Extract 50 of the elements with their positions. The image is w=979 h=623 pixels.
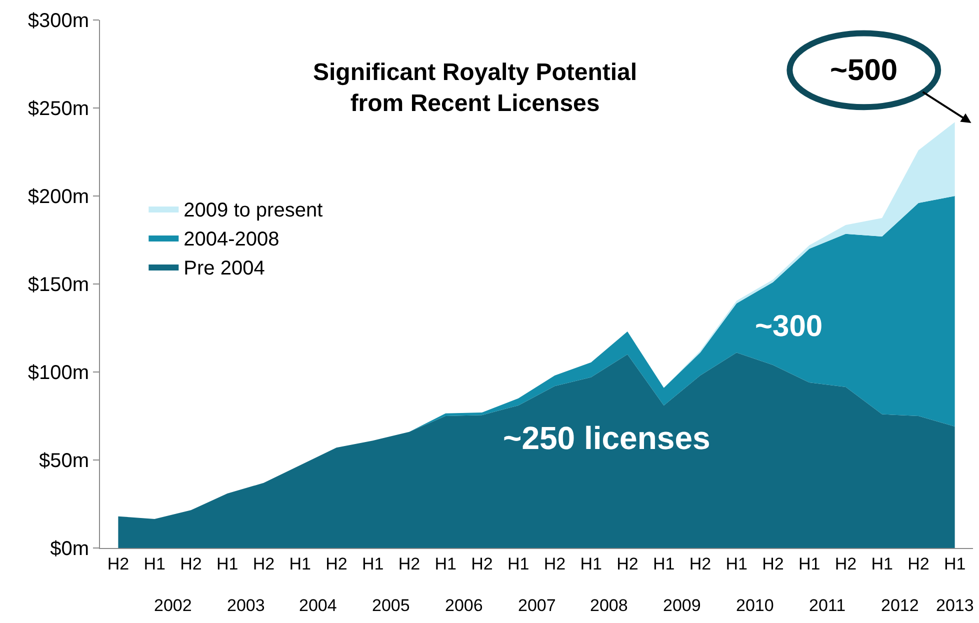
y-tick-label: $100m xyxy=(28,362,89,384)
x-tick-label: H2 xyxy=(180,554,202,574)
x-tick-label: H1 xyxy=(652,554,675,574)
text: 2003 xyxy=(227,596,265,615)
annotation: ~250 licenses xyxy=(503,420,710,456)
x-tick-label: H2 xyxy=(107,554,130,574)
y-tick-label: $200m xyxy=(28,186,89,208)
x-tick-label: H2 xyxy=(252,554,275,574)
y-tick-label: $300m xyxy=(28,10,89,32)
text: 2006 xyxy=(445,596,483,615)
text: 2008 xyxy=(590,596,628,615)
text: 2011 xyxy=(809,596,846,615)
y-tick-label: $50m xyxy=(38,450,89,472)
x-tick-label: H1 xyxy=(144,554,166,574)
annotation: ~300 xyxy=(755,310,823,343)
x-tick-label: H1 xyxy=(798,554,820,574)
x-tick-label: H1 xyxy=(507,554,530,574)
x-tick-label: H1 xyxy=(944,554,966,574)
text: 2010 xyxy=(736,596,774,615)
x-tick-label: H2 xyxy=(908,554,930,574)
annotation: ~500 xyxy=(830,54,898,87)
legend-label: 2009 to present xyxy=(184,199,324,222)
text: 2005 xyxy=(372,596,410,615)
legend-label: 2004-2008 xyxy=(184,228,280,250)
x-tick-label: H1 xyxy=(871,554,893,574)
x-tick-label: H2 xyxy=(471,554,493,574)
text: 2007 xyxy=(518,596,556,615)
text: 2004 xyxy=(299,596,337,615)
x-tick-label: H1 xyxy=(580,554,602,574)
text: 2002 xyxy=(154,596,192,615)
x-tick-label: H2 xyxy=(544,554,566,574)
x-tick-label: H2 xyxy=(398,554,420,574)
text: 2009 xyxy=(663,596,701,615)
x-tick-label: H1 xyxy=(434,554,456,574)
x-tick-label: H2 xyxy=(616,554,638,574)
x-tick-label: H1 xyxy=(362,554,384,574)
x-tick-label: H2 xyxy=(834,554,857,574)
y-tick-label: $250m xyxy=(28,98,89,120)
x-tick-label: H2 xyxy=(326,554,348,574)
text: 2012 xyxy=(881,596,919,615)
x-tick-label: H1 xyxy=(289,554,311,574)
text: 2013 xyxy=(936,596,974,615)
x-tick-label: H2 xyxy=(689,554,712,574)
y-tick-label: $150m xyxy=(28,274,89,296)
text: Significant Royalty Potential from Recent Licenses xyxy=(313,59,638,118)
y-tick-label: $0m xyxy=(50,538,89,560)
x-tick-label: H1 xyxy=(216,554,238,574)
x-tick-label: H1 xyxy=(726,554,748,574)
legend-label: Pre 2004 xyxy=(184,257,265,280)
x-tick-label: H2 xyxy=(762,554,784,574)
